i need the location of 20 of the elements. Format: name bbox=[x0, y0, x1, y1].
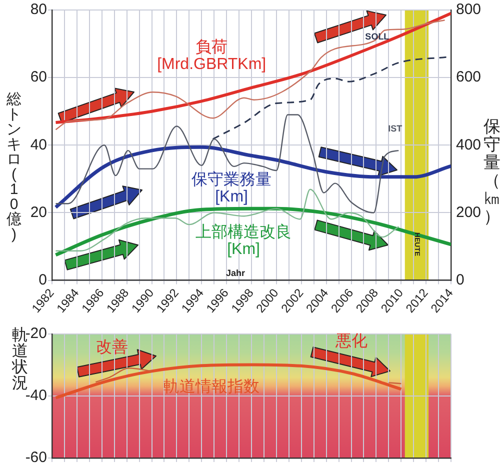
y-tick-label: 0 bbox=[38, 271, 47, 288]
y2-tick-label: 800 bbox=[456, 1, 482, 18]
y-tick-label: -60 bbox=[25, 449, 47, 466]
y2-tick-label: 400 bbox=[456, 136, 482, 154]
series-label: 負荷 [Mrd.GBRTKm] bbox=[157, 38, 266, 73]
y2-tick-label: 0 bbox=[456, 271, 464, 288]
annotation: 改善 bbox=[96, 338, 128, 356]
y2-axis-title: 保守量（㎞） bbox=[482, 117, 502, 226]
y2-tick-label: 200 bbox=[456, 204, 482, 221]
y2-tick-label: 600 bbox=[456, 68, 482, 86]
y-tick-label: 20 bbox=[30, 204, 47, 221]
y-tick-label: 40 bbox=[30, 136, 47, 154]
y-tick-label: 80 bbox=[30, 1, 47, 18]
annotation: 悪化 bbox=[334, 332, 368, 350]
series-label: IST bbox=[388, 123, 403, 134]
legend-label: 上部構造改良 [Km] bbox=[196, 223, 292, 258]
x-axis-title: Jahr bbox=[226, 268, 246, 278]
y-tick-label: 60 bbox=[30, 68, 47, 86]
series-label: 保守業務量 [Km] bbox=[192, 170, 272, 206]
text: 総トンキロ(10億) bbox=[6, 91, 22, 243]
